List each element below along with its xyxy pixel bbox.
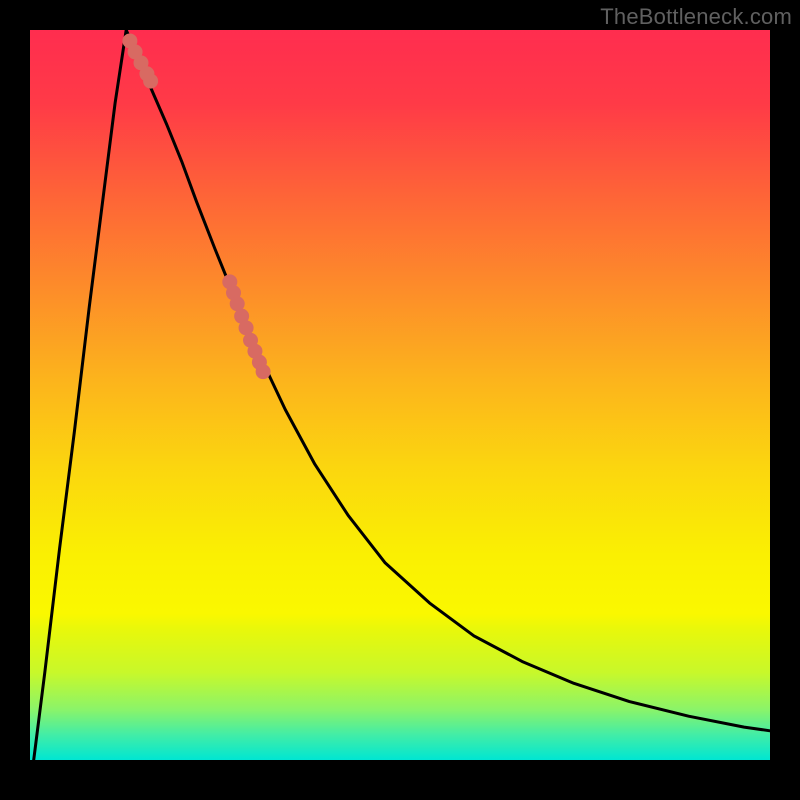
watermark-text: TheBottleneck.com xyxy=(600,4,792,30)
highlight-dot xyxy=(256,364,271,379)
highlight-dot xyxy=(143,74,158,89)
chart-root: TheBottleneck.com xyxy=(0,0,800,800)
chart-svg xyxy=(0,0,800,800)
plot-gradient-bg xyxy=(30,30,770,760)
